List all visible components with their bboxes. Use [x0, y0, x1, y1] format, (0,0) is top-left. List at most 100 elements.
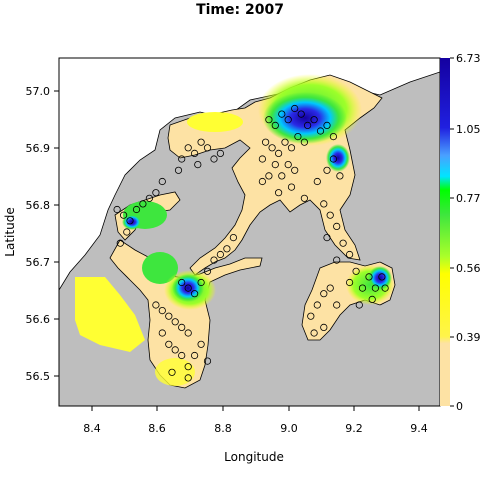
sampling-station-marker	[326, 284, 334, 292]
sampling-station-marker	[261, 138, 270, 146]
sampling-station-marker	[191, 149, 199, 157]
colorbar-label: 1.05	[456, 123, 480, 136]
sampling-station-marker	[258, 155, 266, 163]
x-tick-label: 9.4	[410, 422, 428, 435]
x-tick-label: 8.6	[148, 422, 166, 435]
x-axis-title: Longitude	[224, 450, 284, 464]
y-tick-label: 56.9	[26, 142, 51, 155]
sampling-station-marker	[326, 211, 334, 219]
sampling-station-marker	[113, 205, 121, 214]
sampling-station-marker	[178, 278, 186, 287]
sampling-station-marker	[300, 194, 308, 202]
sampling-station-marker	[333, 222, 341, 230]
sampling-station-marker	[265, 116, 273, 124]
sampling-station-marker	[284, 116, 292, 124]
sampling-station-marker	[168, 368, 176, 376]
sampling-station-marker	[265, 172, 273, 180]
sampling-station-marker	[333, 256, 341, 264]
sampling-station-marker	[184, 329, 192, 337]
sampling-station-marker	[120, 211, 128, 219]
sampling-station-marker	[158, 177, 166, 186]
sampling-station-marker	[284, 161, 292, 169]
sampling-station-marker	[352, 267, 360, 275]
sampling-station-marker	[323, 234, 331, 242]
sampling-station-marker	[313, 177, 321, 186]
sampling-station-marker	[287, 183, 296, 191]
sampling-station-marker	[184, 284, 192, 292]
y-tick-label: 56.5	[26, 370, 51, 383]
sampling-station-marker	[345, 250, 354, 259]
y-tick-label: 56.8	[26, 199, 51, 212]
colorbar-label: 0	[456, 400, 463, 413]
sampling-station-marker	[313, 301, 321, 309]
sampling-station-marker	[184, 374, 192, 382]
sampling-station-marker	[271, 161, 279, 169]
sampling-station-marker	[291, 104, 299, 113]
sampling-station-marker	[139, 200, 147, 208]
sampling-station-marker	[368, 295, 376, 303]
sampling-station-marker	[258, 177, 266, 186]
sampling-station-marker	[310, 329, 318, 337]
sampling-station-marker	[191, 290, 199, 298]
sampling-station-marker	[278, 110, 286, 118]
x-tick-label: 8.8	[214, 422, 232, 435]
sampling-station-marker	[278, 172, 286, 180]
concentration-field	[122, 74, 394, 386]
colorbar-label: 6.73	[456, 52, 480, 65]
sampling-station-marker	[229, 234, 237, 242]
sampling-station-marker	[345, 278, 354, 287]
sampling-station-marker	[203, 267, 212, 275]
sampling-station-marker	[197, 138, 205, 146]
y-axis: 57.0 56.9 56.8 56.7 56.6 56.5	[26, 85, 59, 383]
western-basin	[75, 277, 145, 352]
sampling-station-marker	[123, 228, 131, 236]
chart-title: Time: 2007	[196, 2, 284, 18]
sampling-station-marker	[145, 194, 153, 202]
sampling-station-marker	[171, 318, 179, 326]
sampling-station-marker	[336, 172, 344, 180]
y-tick-label: 56.7	[26, 256, 51, 269]
sampling-station-marker	[355, 301, 363, 309]
sampling-station-marker	[358, 284, 367, 292]
colorbar-ramp	[440, 58, 450, 406]
colorbar-label: 0.39	[456, 331, 480, 344]
sampling-stations	[113, 104, 389, 382]
sampling-station-marker	[223, 245, 231, 253]
colorbar-label: 0.56	[456, 262, 480, 275]
sampling-station-marker	[307, 312, 315, 320]
sampling-station-marker	[197, 340, 205, 348]
sampling-station-marker	[116, 239, 124, 247]
sampling-station-marker	[339, 239, 347, 247]
sampling-station-marker	[152, 189, 160, 197]
sampling-station-marker	[174, 166, 183, 174]
sampling-station-marker	[297, 110, 305, 118]
sampling-station-marker	[158, 306, 166, 315]
x-axis: 8.4 8.6 8.8 9.0 9.2 9.4	[83, 406, 428, 435]
sampling-station-marker	[216, 149, 224, 157]
sampling-station-marker	[197, 278, 205, 287]
sampling-station-marker	[316, 127, 325, 135]
sampling-station-marker	[165, 340, 173, 348]
sampling-station-marker	[152, 301, 160, 309]
sampling-station-marker	[287, 144, 296, 152]
sampling-station-marker	[216, 250, 224, 259]
sampling-station-marker	[178, 351, 186, 360]
sampling-station-marker	[210, 155, 218, 163]
sampling-station-marker	[323, 121, 331, 130]
sampling-station-marker	[329, 133, 337, 141]
y-tick-label: 57.0	[26, 85, 51, 98]
sampling-station-marker	[271, 121, 279, 130]
sampling-station-marker	[184, 144, 192, 152]
sampling-station-marker	[158, 329, 166, 337]
sampling-station-marker	[320, 323, 328, 331]
x-tick-label: 9.2	[345, 422, 363, 435]
sampling-station-marker	[165, 312, 173, 320]
sampling-station-marker	[365, 273, 373, 281]
sampling-station-marker	[194, 161, 202, 169]
sampling-station-marker	[203, 144, 212, 152]
x-tick-label: 8.4	[83, 422, 101, 435]
sampling-station-marker	[323, 166, 331, 174]
sampling-station-marker	[378, 273, 386, 281]
map-area	[59, 58, 440, 406]
